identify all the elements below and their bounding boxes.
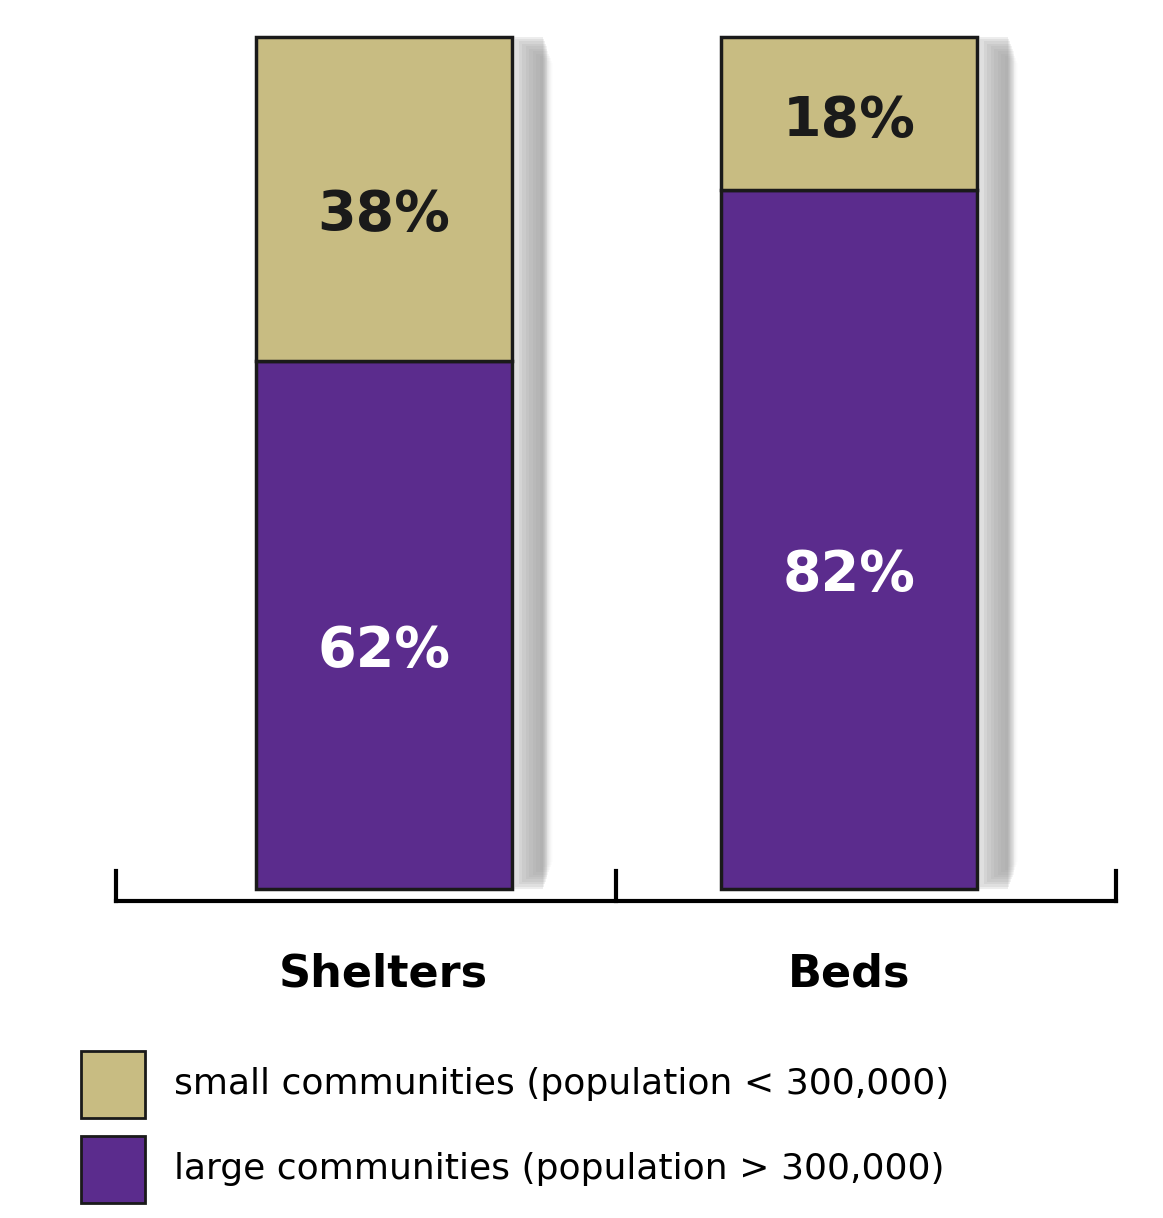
Text: small communities (population < 300,000): small communities (population < 300,000) (174, 1067, 950, 1101)
Bar (533, 51, 549, 875)
Bar (512, 37, 543, 889)
Bar (1005, 56, 1015, 870)
Bar (987, 44, 1011, 882)
Bar (547, 61, 552, 865)
Bar (256, 361, 512, 889)
Bar (998, 51, 1013, 875)
Text: 82%: 82% (783, 548, 915, 602)
Bar (977, 37, 1008, 889)
Bar (980, 39, 1009, 887)
Bar (543, 58, 551, 867)
Text: 18%: 18% (783, 94, 915, 147)
Text: Beds: Beds (787, 952, 911, 996)
Bar (984, 41, 1009, 884)
Bar (256, 37, 512, 361)
Bar (519, 41, 544, 884)
Bar (721, 37, 977, 190)
Bar (515, 39, 544, 887)
Bar (536, 54, 549, 872)
Bar (81, 1135, 145, 1203)
Bar (994, 49, 1013, 877)
Bar (1008, 58, 1016, 867)
Bar (1001, 54, 1014, 872)
Bar (540, 56, 550, 870)
Bar (81, 1050, 145, 1118)
Bar (550, 63, 552, 862)
Bar (721, 190, 977, 889)
Bar (526, 46, 547, 879)
Text: 38%: 38% (317, 188, 450, 241)
Text: large communities (population > 300,000): large communities (population > 300,000) (174, 1152, 946, 1186)
Bar (991, 46, 1012, 879)
Text: 62%: 62% (317, 625, 450, 678)
Text: Shelters: Shelters (279, 952, 488, 996)
Bar (522, 44, 545, 882)
Bar (529, 49, 548, 877)
Bar (1012, 61, 1016, 865)
Bar (1015, 63, 1018, 862)
